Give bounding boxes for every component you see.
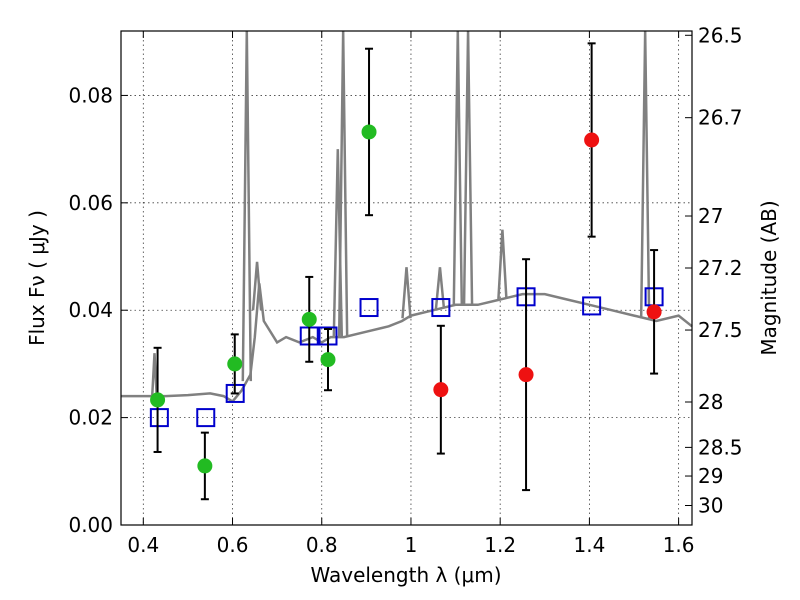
observed-point-marker xyxy=(227,356,243,372)
observed-point-marker xyxy=(361,124,377,140)
grid-lines xyxy=(121,31,692,525)
x-tick-label: 0.8 xyxy=(306,533,338,557)
y-tick-label: 0.08 xyxy=(68,83,113,107)
right-tick-label: 26.7 xyxy=(698,106,743,130)
model-square-marker xyxy=(196,408,216,428)
observed-point-marker xyxy=(320,352,336,368)
x-axis: 0.4 0.6 0.8 1 1.2 1.4 1.6 xyxy=(127,31,695,557)
model-square-marker xyxy=(431,298,451,318)
x-tick-label: 1.2 xyxy=(484,533,516,557)
observed-point-marker xyxy=(646,304,662,320)
right-tick-label: 29 xyxy=(698,464,723,488)
y-axis-label: Flux Fν ( μJy ) xyxy=(25,210,49,346)
observed-point-marker xyxy=(584,132,600,148)
right-tick-label: 28.5 xyxy=(698,435,743,459)
right-tick-label: 30 xyxy=(698,494,723,518)
emission-line-spike xyxy=(241,30,253,382)
right-tick-label: 28 xyxy=(698,390,723,414)
emission-line-spike xyxy=(251,261,263,311)
right-axis: 26.5 26.7 27 27.2 27.5 28 28.5 29 30 xyxy=(685,23,743,518)
right-tick-label: 27.5 xyxy=(698,318,743,342)
x-tick-label: 1.4 xyxy=(573,533,605,557)
emission-line-spike xyxy=(497,229,508,300)
data-markers xyxy=(149,42,664,501)
emission-line-spike xyxy=(337,30,349,338)
y-tick-label: 0.04 xyxy=(68,298,113,322)
emission-line-spike xyxy=(452,30,464,305)
observed-point-marker xyxy=(150,392,166,408)
y-tick-label: 0.00 xyxy=(68,513,113,537)
model-spectrum xyxy=(121,30,693,404)
plot-frame xyxy=(120,30,693,526)
right-tick-label: 27 xyxy=(698,204,723,228)
right-tick-label: 26.5 xyxy=(698,23,743,47)
y-tick-label: 0.06 xyxy=(68,191,113,215)
right-axis-label: Magnitude (AB) xyxy=(757,200,781,355)
observed-point-marker xyxy=(433,382,449,398)
x-tick-label: 1 xyxy=(405,533,418,557)
observed-point-marker xyxy=(197,458,213,474)
x-tick-label: 0.6 xyxy=(217,533,249,557)
x-axis-label: Wavelength λ (μm) xyxy=(310,563,501,587)
emission-line-spike xyxy=(434,267,446,309)
y-tick-label: 0.02 xyxy=(68,406,113,430)
y-axis: 0.00 0.02 0.04 0.06 0.08 xyxy=(68,83,128,537)
model-square-marker xyxy=(582,296,602,316)
x-tick-label: 1.6 xyxy=(663,533,695,557)
observed-point-marker xyxy=(518,367,534,383)
model-square-marker xyxy=(359,298,379,318)
model-square-marker xyxy=(149,408,169,428)
emission-line-spike xyxy=(639,30,651,319)
observed-point-marker xyxy=(301,311,317,327)
emission-line-spike xyxy=(401,267,412,319)
right-tick-label: 27.2 xyxy=(698,256,743,280)
x-tick-label: 0.4 xyxy=(127,533,159,557)
emission-line-spike xyxy=(462,30,474,305)
spectrum-line xyxy=(121,283,693,404)
